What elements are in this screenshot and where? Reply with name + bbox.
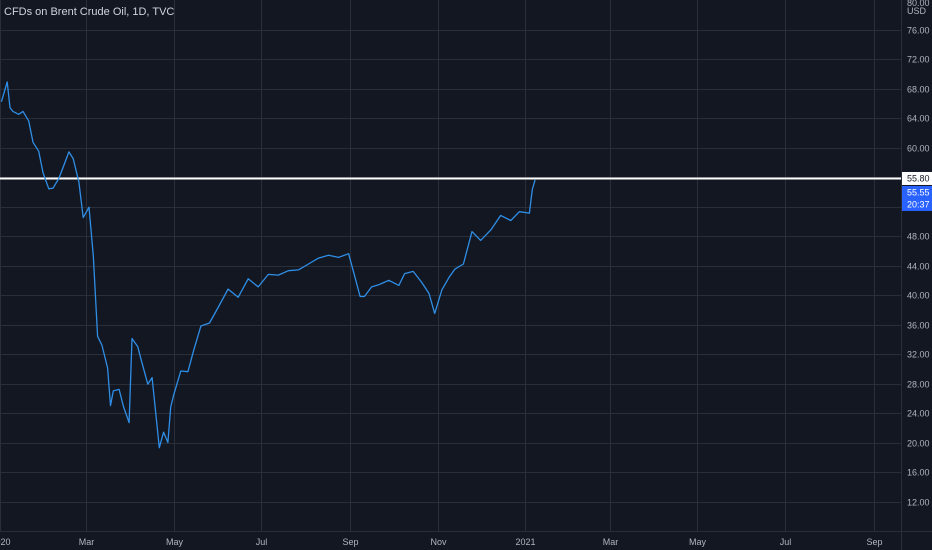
y-tick-label: 12.00	[907, 498, 930, 508]
horizontal-line-tag-label: 55.80	[907, 173, 930, 183]
series-line	[0, 81, 536, 449]
y-tick-label: 24.00	[907, 409, 930, 419]
y-tick-label: 72.00	[907, 55, 930, 65]
y-tick-label: 40.00	[907, 291, 930, 301]
countdown-label: 20:37	[907, 199, 930, 209]
x-tick-label: Jul	[256, 537, 268, 547]
price-axis-top-label: 80.00	[907, 0, 930, 8]
x-tick-label: May	[689, 537, 707, 547]
y-tick-label: 48.00	[907, 232, 930, 242]
y-tick-label: 36.00	[907, 321, 930, 331]
y-tick-label: 76.00	[907, 26, 930, 36]
y-tick-label: 16.00	[907, 468, 930, 478]
y-tick-label: 32.00	[907, 350, 930, 360]
time-axis[interactable]: 2020 Mar May Jul Sep Nov 2021 Mar May Jul Sep	[0, 537, 883, 547]
x-tick-label: May	[166, 537, 184, 547]
last-price-tag	[902, 185, 932, 211]
x-tick-label: Jul	[780, 537, 792, 547]
x-tick-label: 2021	[515, 537, 535, 547]
y-tick-label: 28.00	[907, 380, 930, 390]
horizontal-line-tag	[902, 171, 932, 185]
y-tick-label: 44.00	[907, 262, 930, 272]
y-tick-label: 68.00	[907, 85, 930, 95]
grid	[0, 0, 901, 531]
x-tick-label: Mar	[603, 537, 619, 547]
x-tick-label: 2020	[0, 537, 11, 547]
symbol-title: CFDs on Brent Crude Oil, 1D, TVC	[4, 6, 175, 18]
currency-label: USD	[907, 6, 927, 16]
x-tick-label: Nov	[430, 537, 447, 547]
last-price-label: 55.55	[907, 187, 930, 197]
y-tick-label: 64.00	[907, 114, 930, 124]
price-tags: 55.80 55.55 20:37	[902, 171, 932, 211]
x-tick-label: Sep	[342, 537, 358, 547]
price-axis[interactable]: 12.00 16.00 20.00 24.00 28.00 32.00 36.00 40.00…	[907, 26, 930, 508]
x-tick-label: Mar	[79, 537, 95, 547]
y-tick-label: 20.00	[907, 439, 930, 449]
x-tick-label: Sep	[866, 537, 882, 547]
series-layer	[0, 81, 536, 449]
y-tick-label: 60.00	[907, 144, 930, 154]
